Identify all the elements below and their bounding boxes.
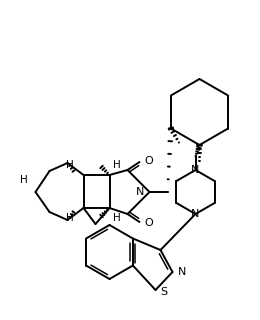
Text: N: N [178, 267, 186, 277]
Text: H: H [66, 213, 74, 223]
Text: N: N [191, 165, 200, 175]
Text: H: H [114, 213, 121, 223]
Text: N: N [191, 209, 200, 219]
Text: O: O [145, 156, 153, 166]
Text: H: H [114, 160, 121, 170]
Text: H: H [20, 175, 28, 185]
Text: H: H [66, 160, 74, 170]
Text: N: N [136, 187, 145, 197]
Text: O: O [145, 218, 153, 228]
Text: S: S [160, 287, 168, 297]
